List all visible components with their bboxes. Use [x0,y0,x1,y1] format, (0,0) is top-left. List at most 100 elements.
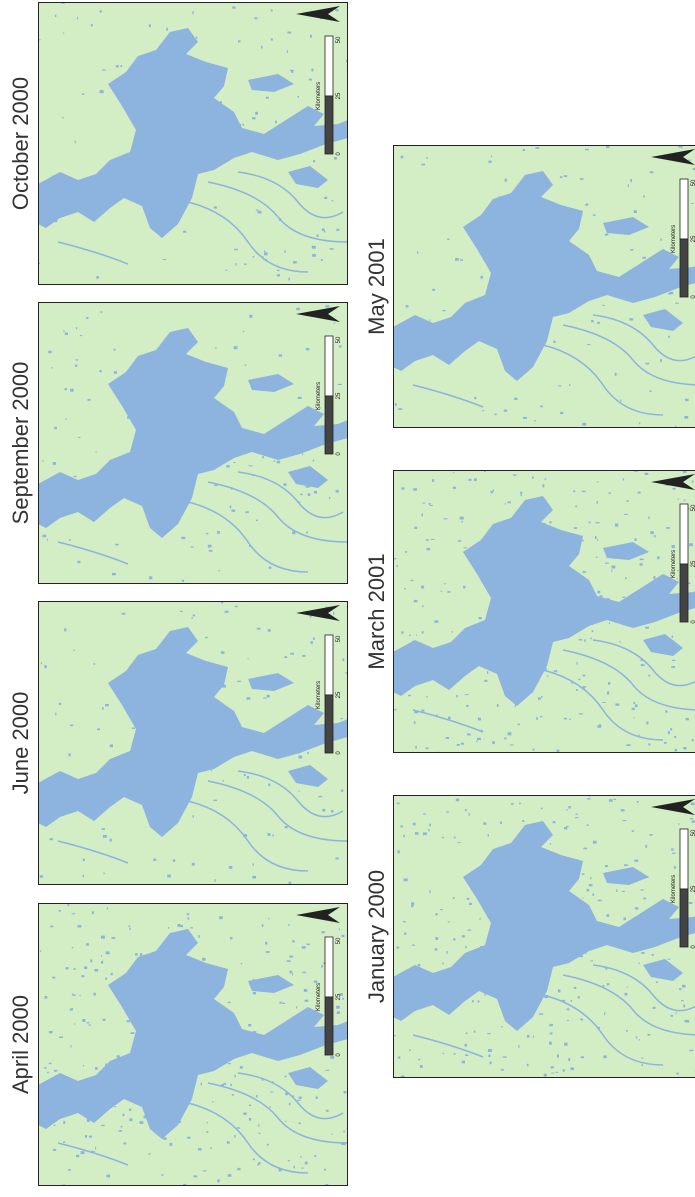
water-patch [49,1063,52,1064]
water-patch [480,302,483,304]
water-patch [465,694,469,695]
water-patch [71,1045,72,1048]
water-patch [256,520,258,522]
water-patch [122,613,126,615]
water-patch [411,902,414,905]
water-patch [481,730,483,732]
water-patch [50,838,54,840]
water-patch [164,1034,165,1037]
water-patch [564,1043,568,1046]
water-patch [556,1072,559,1073]
water-patch [244,774,246,776]
water-patch [614,799,617,800]
water-patch [582,571,586,573]
water-patch [334,323,336,324]
water-patch [503,1056,507,1057]
scale-bar-lower [680,564,688,622]
water-patch [169,940,172,943]
water-patch [524,862,528,863]
water-patch [520,194,521,196]
water-patch [564,827,567,829]
water-patch [585,952,586,954]
water-patch [334,157,337,160]
water-patch [630,179,632,182]
water-patch [597,539,598,540]
water-patch [112,573,116,575]
water-patch [138,795,142,797]
water-patch [424,678,428,679]
water-patch [86,943,89,946]
water-patch [296,1006,297,1008]
water-patch [453,938,455,940]
water-patch [586,931,590,932]
water-patch [569,719,570,720]
water-patch [512,525,516,527]
water-patch [645,845,647,848]
water-patch [540,716,542,717]
water-patch [692,820,695,823]
panel-label: September 2000 [8,362,33,525]
water-patch [40,875,43,877]
water-patch [630,249,633,251]
water-patch [87,811,89,813]
water-patch [167,875,171,878]
water-patch [587,825,589,826]
water-patch [524,915,526,917]
water-patch [564,175,567,177]
water-patch [178,1121,181,1123]
water-patch [255,382,257,384]
water-patch [279,1002,282,1004]
scale-tick-label: 50 [691,829,695,836]
water-patch [409,635,411,636]
water-patch [101,193,103,195]
water-patch [208,416,211,418]
water-patch [233,462,235,463]
water-patch [332,1134,333,1135]
water-patch [249,1047,252,1049]
water-patch [330,248,334,250]
water-patch [200,1049,202,1050]
water-patch [77,561,80,563]
scale-bar-upper [325,635,333,695]
water-patch [665,710,667,712]
water-patch [295,1080,296,1081]
scale-bar-upper [680,829,688,889]
water-patch [163,1137,166,1140]
water-patch [578,864,580,865]
water-patch [182,580,184,582]
water-patch [170,1143,173,1146]
water-patch [285,1076,287,1077]
water-patch [63,1141,65,1143]
water-patch [422,514,424,517]
water-patch [513,1006,515,1009]
water-patch [544,478,546,479]
water-patch [624,864,628,866]
scale-bar-upper [680,504,688,564]
water-patch [597,292,601,293]
scale-bar-lower [325,695,333,753]
water-patch [324,197,327,199]
water-patch [412,641,413,644]
water-patch [692,739,694,741]
water-patch [569,384,571,386]
water-patch [472,555,476,557]
water-patch [101,207,103,209]
water-patch [144,1116,147,1119]
water-patch [213,800,217,801]
water-patch [462,935,465,937]
water-patch [302,946,306,948]
water-patch [153,859,156,861]
water-patch [235,148,238,150]
water-patch [500,822,502,824]
water-patch [51,367,53,368]
water-patch [514,398,517,400]
scale-bar-upper [325,336,333,396]
water-patch [262,924,264,927]
water-patch [571,255,573,258]
water-patch [513,937,514,939]
water-patch [551,629,553,631]
water-patch [50,926,53,928]
water-patch [436,715,438,718]
water-patch [514,564,516,567]
